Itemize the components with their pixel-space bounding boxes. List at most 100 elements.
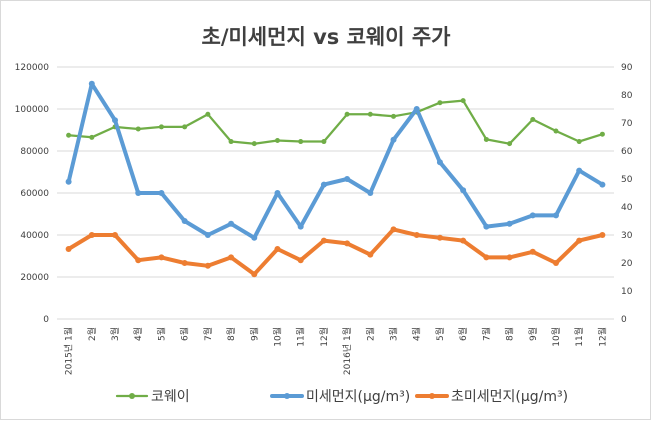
data-point-1 [507, 141, 513, 147]
series-line-3 [66, 227, 605, 277]
left-axis: 0 20000 40000 60000 80000 100000 120000 [15, 63, 50, 325]
x-tick-label: 5월 [434, 327, 446, 341]
right-tick-label: 50 [621, 175, 633, 185]
data-point-1 [367, 111, 373, 117]
x-tick-label: 4월 [132, 327, 144, 341]
data-point-2 [88, 80, 95, 87]
data-point-1 [205, 111, 211, 117]
data-point-2 [413, 106, 420, 112]
data-point-1 [437, 100, 443, 106]
data-point-3 [390, 226, 397, 233]
data-point-2 [390, 136, 397, 143]
left-tick-label: 120000 [15, 63, 50, 73]
data-point-3 [88, 232, 95, 238]
data-point-1 [135, 126, 141, 132]
series-line-1 [67, 99, 604, 145]
x-tick-label: 6월 [179, 327, 191, 341]
x-tick-label: 7월 [202, 327, 214, 341]
left-tick-label: 40000 [20, 231, 49, 241]
x-tick-label: 2015년 1월 [63, 327, 75, 375]
right-tick-label: 70 [621, 119, 633, 129]
data-point-3 [274, 246, 281, 252]
data-point-2 [297, 223, 304, 230]
x-tick-label: 10월 [271, 327, 283, 347]
data-point-2 [599, 181, 606, 188]
data-point-3 [181, 260, 188, 266]
right-tick-label: 10 [621, 287, 633, 297]
data-point-1 [298, 139, 304, 145]
x-tick-label: 3월 [109, 327, 121, 341]
left-tick-label: 0 [43, 315, 49, 325]
data-point-3 [599, 232, 606, 238]
legend-marker-3 [429, 393, 435, 399]
x-tick-label: 5월 [155, 327, 167, 341]
data-point-2 [181, 218, 188, 224]
data-point-3 [506, 254, 513, 261]
data-point-1 [66, 132, 72, 138]
x-tick-label: 9월 [527, 327, 539, 341]
data-point-1 [182, 124, 188, 130]
series-layer [65, 80, 606, 278]
data-point-3 [204, 262, 211, 269]
x-tick-label: 3월 [388, 327, 400, 341]
right-tick-label: 90 [621, 63, 633, 73]
data-point-3 [483, 254, 490, 261]
x-tick-label: 11월 [573, 327, 585, 347]
data-point-3 [436, 234, 443, 241]
data-point-3 [135, 257, 142, 264]
data-point-1 [89, 134, 95, 140]
x-tick-label: 4월 [411, 327, 423, 341]
right-tick-label: 30 [621, 231, 633, 241]
right-axis: 0 10 20 30 40 50 60 70 80 90 [621, 63, 633, 325]
data-point-3 [65, 246, 72, 252]
data-point-1 [274, 138, 280, 143]
data-point-3 [297, 257, 304, 264]
data-point-3 [413, 232, 420, 238]
data-point-2 [158, 190, 165, 196]
x-tick-label: 2월 [86, 327, 98, 341]
data-point-3 [228, 254, 235, 261]
data-point-2 [367, 190, 374, 196]
legend-label-3: 초미세먼지(μg/m³) [451, 389, 568, 405]
data-point-1 [228, 139, 234, 145]
x-tick-label: 7월 [480, 327, 492, 341]
x-tick-label: 11월 [295, 327, 307, 347]
data-point-2 [483, 223, 490, 230]
x-tick-label: 8월 [504, 327, 516, 341]
data-point-1 [576, 139, 582, 145]
right-tick-label: 20 [621, 259, 633, 269]
legend-label-1: 코웨이 [151, 389, 190, 405]
data-point-1 [530, 117, 536, 122]
data-point-1 [158, 124, 164, 130]
data-point-1 [344, 111, 350, 117]
data-point-2 [460, 187, 467, 194]
data-point-2 [344, 176, 351, 182]
data-point-2 [529, 212, 536, 219]
x-axis: 2015년 1월 2월 3월 4월 5월 6월 7월 8월 9월 10월 11월 12월 2016년 1… [57, 318, 614, 375]
legend: 코웨이 미세먼지(μg/m³) 초미세먼지(μg/m³) [115, 389, 568, 405]
data-point-3 [320, 237, 327, 244]
legend-label-2: 미세먼지(μg/m³) [306, 389, 410, 405]
data-point-3 [576, 237, 583, 244]
data-point-2 [251, 234, 258, 241]
right-tick-label: 80 [621, 91, 633, 101]
left-tick-label: 60000 [20, 189, 49, 199]
data-point-2 [65, 178, 72, 185]
x-tick-label: 8월 [225, 327, 237, 341]
chart-title: 초/미세먼지 vs 코웨이 주가 [202, 25, 452, 49]
data-point-2 [436, 159, 443, 166]
data-point-3 [158, 254, 165, 261]
data-point-3 [460, 237, 467, 244]
right-tick-label: 60 [621, 147, 633, 157]
data-point-2 [552, 212, 559, 219]
data-point-2 [228, 220, 235, 227]
data-point-1 [391, 113, 397, 119]
data-point-3 [367, 251, 374, 258]
data-point-2 [274, 190, 281, 196]
data-point-2 [112, 117, 119, 124]
data-point-1 [251, 141, 257, 147]
x-tick-label: 6월 [457, 327, 469, 341]
data-point-3 [529, 248, 536, 255]
data-point-2 [320, 181, 327, 188]
